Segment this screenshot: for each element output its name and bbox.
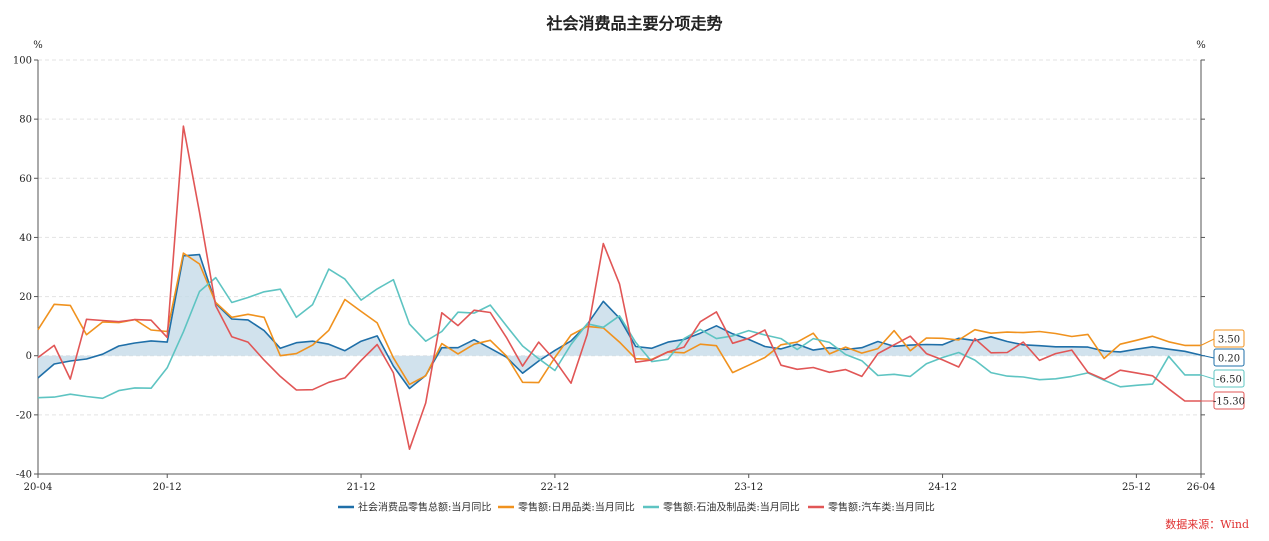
y-axis-unit-right: % (1196, 40, 1206, 51)
x-tick-label: 25-12 (1122, 482, 1151, 493)
series-line (37, 125, 1201, 450)
end-label: 3.50 (1213, 329, 1245, 348)
y-tick-label: 100 (13, 56, 32, 67)
x-tick-label: 23-12 (734, 482, 763, 493)
x-tick-label: 20-04 (24, 482, 53, 493)
x-tick-label: 24-12 (928, 482, 957, 493)
y-tick-label: -40 (16, 470, 32, 481)
y-axis-unit-left: % (33, 40, 43, 51)
end-label-text: 3.50 (1218, 335, 1240, 346)
y-tick-label: 20 (19, 292, 32, 303)
legend-label: 零售额:汽车类:当月同比 (828, 501, 935, 514)
y-tick-label: 80 (19, 115, 32, 126)
end-label: 0.20 (1213, 348, 1245, 367)
x-tick-label: 21-12 (347, 482, 376, 493)
series-line (37, 253, 1202, 390)
legend-label: 零售额:日用品类:当月同比 (518, 501, 635, 514)
end-label-connector (1200, 374, 1215, 380)
data-source-note: 数据来源：Wind (1165, 518, 1249, 531)
legend-item: 零售额:石油及制品类:当月同比 (643, 501, 800, 514)
end-label-box (1213, 329, 1245, 348)
series-line (37, 268, 1201, 400)
series-area (38, 254, 1201, 389)
end-label-connector (1200, 338, 1215, 346)
end-label-text: -15.30 (1213, 397, 1245, 408)
end-label-box (1213, 348, 1245, 367)
legend-item: 社会消费品零售总额:当月同比 (338, 501, 491, 514)
x-tick-label: 22-12 (540, 482, 569, 493)
legend-label: 社会消费品零售总额:当月同比 (358, 501, 491, 514)
end-label-connector (1200, 354, 1215, 359)
legend-item: 零售额:日用品类:当月同比 (498, 501, 635, 514)
legend-item: 零售额:汽车类:当月同比 (808, 501, 935, 514)
end-label-text: -6.50 (1216, 375, 1242, 386)
chart-title: 社会消费品主要分项走势 (546, 14, 723, 33)
x-tick-label: 26-04 (1187, 482, 1216, 493)
end-label-box (1213, 369, 1245, 388)
end-label: -15.30 (1213, 391, 1245, 410)
end-label-text: 0.20 (1218, 354, 1240, 365)
legend-label: 零售额:石油及制品类:当月同比 (663, 501, 800, 514)
end-label-box (1213, 391, 1245, 410)
y-tick-label: 60 (19, 174, 32, 185)
y-tick-label: 40 (19, 233, 32, 244)
y-tick-label: -20 (16, 410, 32, 421)
y-tick-label: 0 (26, 351, 32, 362)
series-line (37, 252, 1201, 386)
end-label: -6.50 (1213, 369, 1245, 388)
x-tick-label: 20-12 (153, 482, 182, 493)
